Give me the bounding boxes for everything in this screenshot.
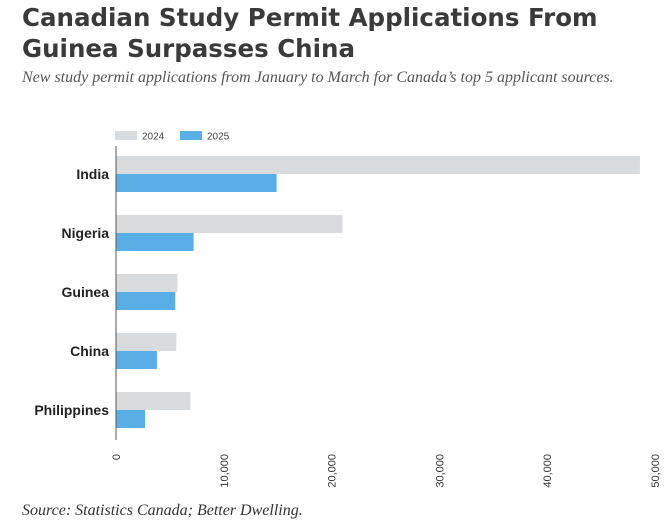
legend-swatch-2025 [180,131,202,140]
chart-title: Canadian Study Permit Applications From … [22,3,598,63]
bar-china-2025 [116,351,157,369]
category-label-nigeria: Nigeria [62,225,110,241]
x-tick-label-50000: 50,000 [650,454,662,488]
category-label-guinea: Guinea [62,284,110,300]
bar-philippines-2024 [116,392,191,410]
x-tick-label-40000: 40,000 [542,454,554,488]
source-note: Source: Statistics Canada; Better Dwelli… [22,502,303,519]
bar-nigeria-2024 [116,215,343,233]
bar-india-2025 [116,174,277,192]
x-tick-label-10000: 10,000 [219,454,231,488]
x-tick-label-30000: 30,000 [434,454,446,488]
x-tick-label-0: 0 [111,454,123,460]
bar-nigeria-2025 [116,233,194,251]
bar-guinea-2025 [116,292,176,310]
legend-label-2025: 2025 [207,132,230,143]
bar-india-2024 [116,156,640,174]
category-label-china: China [70,343,109,359]
x-tick-label-20000: 20,000 [327,454,339,488]
bar-guinea-2024 [116,274,178,292]
legend-swatch-2024 [115,131,137,140]
legend-label-2024: 2024 [142,132,165,143]
chart-subtitle: New study permit applications from Janua… [22,69,614,86]
bar-china-2024 [116,333,177,351]
category-label-philippines: Philippines [34,402,109,418]
bar-philippines-2025 [116,410,146,428]
category-label-india: India [76,166,109,182]
